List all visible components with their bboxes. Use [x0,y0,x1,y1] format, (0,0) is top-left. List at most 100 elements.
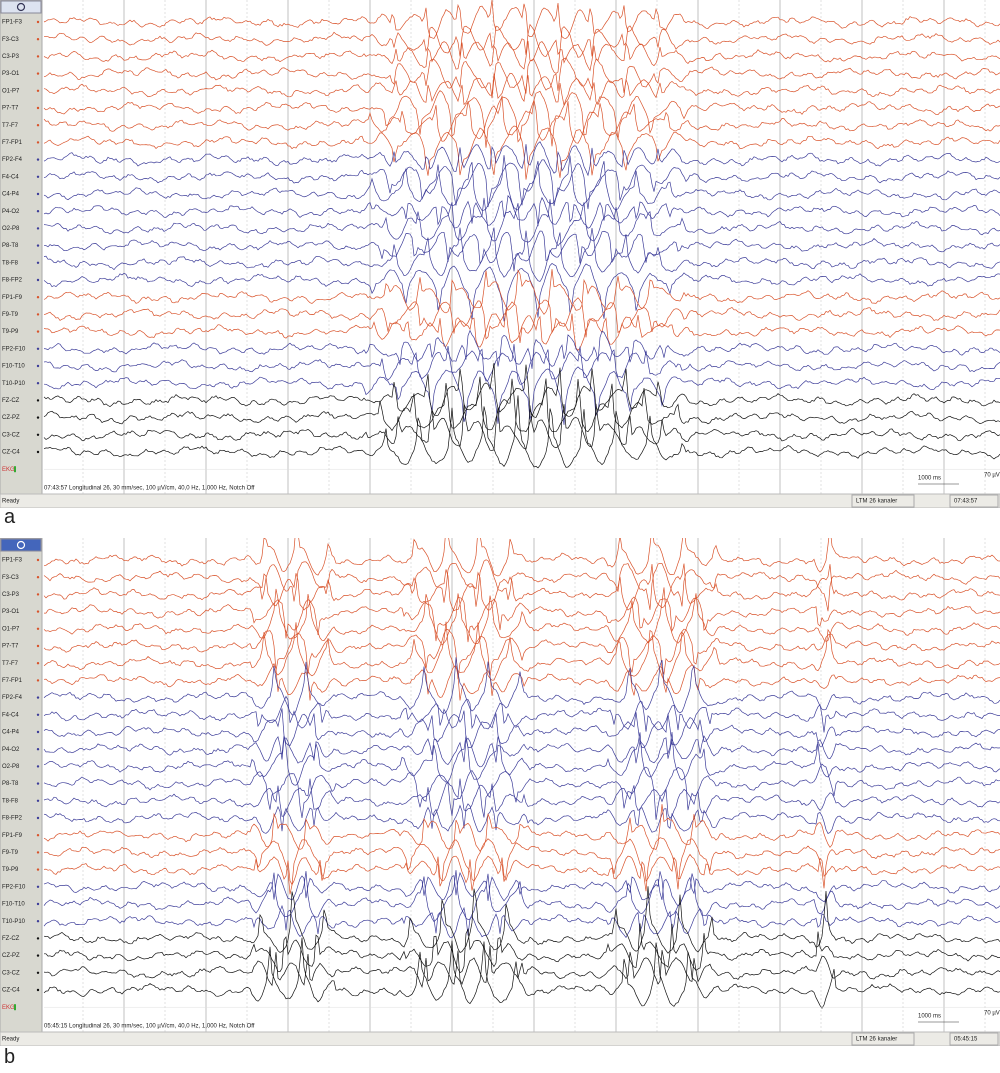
channel-dot [36,713,40,716]
channel-label: C4-P4 [2,730,20,736]
eeg-trace [44,596,1000,643]
eeg-trace [43,803,1000,834]
status-bar [0,493,1000,508]
channel-label: T10-P10 [2,919,26,925]
channel-dot [36,971,40,974]
channel-dot [36,730,40,734]
eeg-trace [43,155,1000,211]
panel-label: a [4,506,16,528]
ekg-indicator [14,1004,16,1011]
status-text: 07:43:57 Longitudinal 26, 30 mm/sec, 100… [44,486,255,492]
channel-dot [36,433,40,436]
eeg-trace [43,159,1000,210]
channel-dot [36,450,40,454]
eeg-trace [43,735,1000,768]
ekg-label: EKG [2,467,15,473]
channel-dot [36,748,40,751]
eeg-trace [43,559,1000,612]
channel-dot [36,124,40,127]
eeg-trace [43,125,1000,180]
channel-dot [36,593,40,596]
status-cell [851,494,915,508]
time-scale-label: 1000 ms [918,476,941,482]
montage-button[interactable] [0,538,42,552]
eeg-trace [43,227,1000,282]
channel-label: CZ-C4 [2,988,20,994]
montage-icon [16,2,26,12]
channel-dot [36,244,40,247]
status-ready: Ready [2,499,19,505]
channel-dot [36,72,40,75]
channel-label: F10-T10 [2,364,25,370]
channel-label: F8-FP2 [2,816,23,822]
channel-dot [36,851,40,854]
channel-label: P3-O1 [2,609,20,615]
eeg-trace [43,141,1000,177]
eeg-trace [43,57,1000,99]
eeg-trace [43,731,1000,786]
channel-dot [36,175,40,178]
montage-button[interactable] [0,0,42,14]
channel-label: CZ-PZ [2,953,20,959]
eeg-trace [43,695,1000,733]
ekg-indicator [14,466,16,473]
channel-label: O1-P7 [2,88,20,94]
channel-label: P3-O1 [2,71,20,77]
channel-dot [36,644,40,648]
status-montage: LTM 26 kanaler [856,499,897,505]
eeg-trace [43,23,1000,58]
channel-label: P8-T8 [2,781,19,787]
channel-label: C3-P3 [2,54,20,60]
channel-label: F9-T9 [2,312,19,318]
eeg-trace [43,763,1000,820]
status-cell [851,1032,915,1046]
amp-scale-label: 70 µV [984,473,1000,479]
eeg-trace [43,871,1000,907]
channel-dot [36,816,40,820]
eeg-trace [43,621,1000,684]
channel-label: F4-C4 [2,712,19,718]
channel-label: CZ-PZ [2,415,20,421]
eeg-trace [43,403,1000,451]
channel-dot [36,158,40,161]
status-cell [949,494,999,508]
eeg-trace [43,263,1000,322]
eeg-trace [43,538,1000,577]
eeg-trace [43,90,1000,148]
channel-label: T9-P9 [2,329,19,335]
channel-dot [36,55,40,58]
channel-dot [36,141,40,144]
channel-dot [36,20,40,24]
eeg-trace [43,40,1000,74]
eeg-trace [43,366,1000,425]
eeg-trace [43,0,1000,39]
eeg-trace [43,945,1000,988]
eeg-trace [43,563,1000,612]
channel-label: FP2-F4 [2,157,23,163]
channel-dot [36,954,40,957]
channel-dot [36,558,40,562]
channel-dot [36,330,40,333]
panel-label: b [4,1046,16,1068]
eeg-trace [43,628,1000,680]
eeg-trace [43,197,1000,247]
eeg-trace [43,662,1000,701]
channel-label: C4-P4 [2,192,20,198]
channel-sidebar [0,538,43,1033]
channel-label: T7-F7 [2,123,19,129]
channel-label: F4-C4 [2,174,19,180]
eeg-trace [43,886,1000,954]
channel-label: T7-F7 [2,661,19,667]
channel-label: P4-O2 [2,209,20,215]
eeg-panel: FP1-F3 F3-C3 C3-P3 P3-O1 O1-P7 P7-T7 T7-F7 F7-F… [0,0,1000,508]
channel-label: F7-FP1 [2,140,23,146]
channel-label: FP1-F3 [2,20,23,26]
eeg-panel: FP1-F3 F3-C3 C3-P3 P3-O1 O1-P7 P7-T7 T7-F7 F7-F… [0,538,1000,1046]
channel-dot [36,576,40,579]
channel-dot [36,192,40,196]
channel-label: P7-T7 [2,106,19,112]
eeg-trace [43,904,1000,939]
channel-label: F10-T10 [2,902,25,908]
time-scale-label: 1000 ms [918,1014,941,1020]
